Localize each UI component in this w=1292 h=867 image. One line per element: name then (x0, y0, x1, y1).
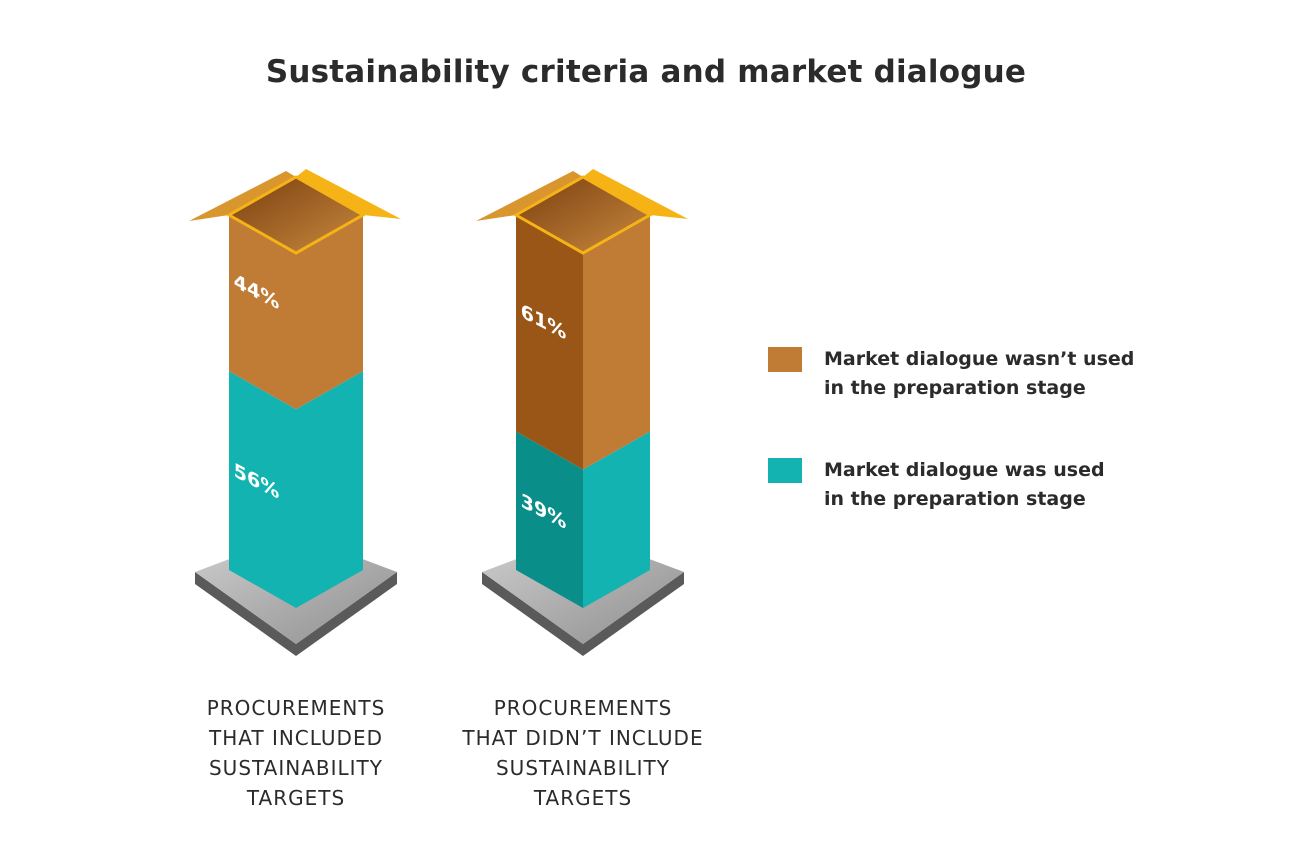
flap-right-1 (296, 169, 401, 219)
category-label-1-line-3: SUSTAINABILITY (208, 756, 383, 780)
bar-not-used-right-face-2 (583, 215, 650, 470)
opening-rim-1 (225, 175, 367, 255)
bar-used-right-face-2 (583, 431, 650, 608)
legend-label-not-used-line-1: Market dialogue wasn’t used (824, 348, 1135, 370)
bar-used-left-face-2 (516, 431, 583, 608)
bar-not-used-right-face-1 (296, 215, 363, 410)
column-1: 56%44% (189, 169, 401, 656)
legend-swatch-not-used (768, 347, 802, 372)
legend-label-used: Market dialogue was used in the preparat… (824, 456, 1105, 514)
bar-used-right-face-1 (296, 371, 363, 608)
legend-label-used-line-2: in the preparation stage (824, 488, 1086, 510)
legend-item-not-used: Market dialogue wasn’t used in the prepa… (768, 345, 1134, 403)
category-label-2-line-2: THAT DIDN’T INCLUDE (462, 726, 704, 750)
flap-left-2 (476, 171, 583, 221)
category-label-1-line-4: TARGETS (246, 786, 346, 810)
bar-not-used-left-face-1 (229, 215, 296, 410)
chart-title: Sustainability criteria and market dialo… (265, 54, 1027, 90)
bar-not-used-left-face-2 (516, 215, 583, 470)
legend-label-used-line-1: Market dialogue was used (824, 459, 1105, 481)
category-label-2-line-4: TARGETS (533, 786, 633, 810)
flap-left-1 (189, 171, 296, 221)
category-label-2-line-1: PROCUREMENTS (493, 696, 673, 720)
category-label-1-line-1: PROCUREMENTS (206, 696, 386, 720)
legend-label-not-used: Market dialogue wasn’t used in the prepa… (824, 345, 1134, 403)
legend-swatch-used (768, 458, 802, 483)
category-label-2: PROCUREMENTS THAT DIDN’T INCLUDE SUSTAIN… (453, 693, 713, 813)
column-2: 39%61% (476, 169, 688, 656)
category-label-2-line-3: SUSTAINABILITY (495, 756, 670, 780)
category-label-1-line-2: THAT INCLUDED (208, 726, 383, 750)
bar-used-left-face-1 (229, 371, 296, 608)
opening-rim-2 (512, 175, 654, 255)
flap-right-2 (583, 169, 688, 219)
legend-item-used: Market dialogue was used in the preparat… (768, 456, 1105, 514)
category-label-1: PROCUREMENTS THAT INCLUDED SUSTAINABILIT… (166, 693, 426, 813)
legend-label-not-used-line-2: in the preparation stage (824, 377, 1086, 399)
